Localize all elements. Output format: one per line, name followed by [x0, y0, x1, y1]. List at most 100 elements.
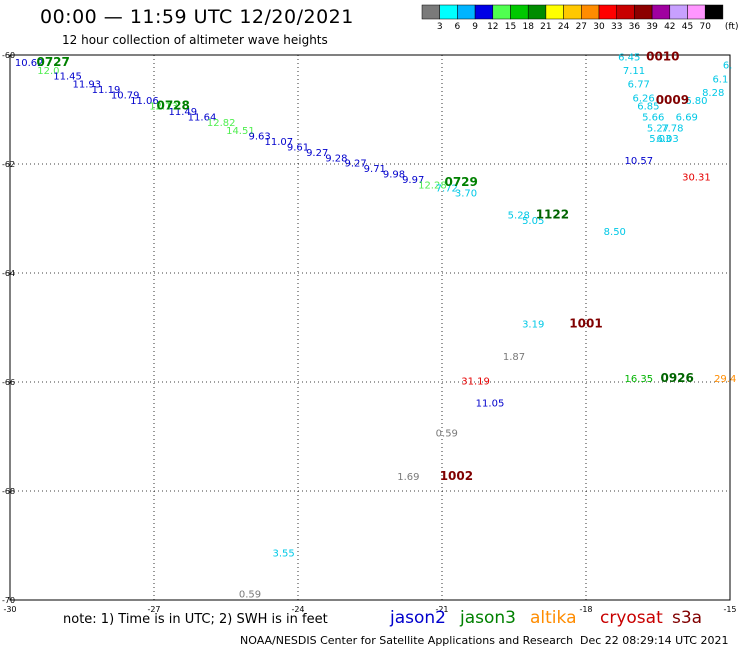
pass-time-label: 1001: [569, 317, 602, 331]
swh-value: 6.77: [628, 80, 650, 91]
colorbar-label: 33: [611, 22, 622, 32]
lat-tick-label: -70: [2, 596, 15, 605]
lon-tick-label: -21: [435, 605, 448, 614]
colorbar-label: 12: [487, 22, 498, 32]
colorbar-label: 30: [593, 22, 605, 32]
lat-tick-label: -66: [2, 378, 15, 387]
colorbar-label: 45: [682, 22, 693, 32]
swh-value: 11.64: [188, 112, 217, 123]
pass-time-label: 0729: [444, 175, 477, 189]
swh-value: 11.19: [92, 85, 121, 96]
swh-value: 9.98: [383, 170, 405, 181]
swh-value: 7.72: [436, 183, 458, 194]
colorbar-label: 18: [522, 22, 534, 32]
swh-value: 6.26: [632, 93, 654, 104]
colorbar-label: 6: [455, 22, 461, 32]
pass-time-label: 0010: [646, 49, 679, 63]
swh-value: 6.: [723, 61, 733, 72]
legend-altika: altika: [530, 608, 577, 628]
swh-value: 3.55: [272, 548, 294, 559]
swh-value: 5.05: [522, 216, 544, 227]
swh-value: 6.85: [637, 102, 659, 113]
footer-timestamp: Dec 22 08:29:14 UTC 2021: [580, 634, 729, 647]
swh-value: 5.28: [508, 211, 530, 222]
lat-tick-label: -68: [2, 487, 15, 496]
pass-time-label: 0728: [156, 99, 189, 113]
swh-value: 29.4: [714, 374, 736, 385]
swh-value: 3.19: [522, 320, 544, 331]
legend-s3a: s3a: [672, 608, 703, 628]
map-frame: [9, 54, 731, 601]
lat-tick-label: -60: [2, 51, 15, 60]
swh-value: 10.62: [15, 58, 44, 69]
swh-value: 9.61: [287, 142, 309, 153]
pass-time-label: 1002: [440, 469, 473, 483]
swh-value: 11.93: [72, 80, 101, 91]
lon-tick-label: -30: [3, 605, 16, 614]
swh-value: 16.35: [624, 374, 653, 385]
swh-value: 30.31: [682, 172, 711, 183]
swh-value: 10.57: [624, 156, 653, 167]
swh-value: 8.50: [604, 227, 626, 238]
legend-note: note: 1) Time is in UTC; 2) SWH is in fe…: [63, 612, 328, 627]
swh-value: 12.82: [207, 118, 236, 129]
lon-tick-label: -18: [579, 605, 592, 614]
swh-value: 6.45: [618, 52, 640, 63]
swh-value: 10.79: [111, 91, 140, 102]
colorbar-label: 21: [540, 22, 551, 32]
legend-jason2: jason2: [390, 608, 446, 628]
swh-value: 3.70: [455, 189, 477, 200]
swh-value: 1.87: [503, 352, 525, 363]
pass-time-label: 0727: [36, 55, 69, 69]
swh-value: 7.11: [623, 66, 645, 77]
colorbar-label: 36: [629, 22, 641, 32]
swh-value: 11.05: [476, 399, 505, 410]
swh-value: 6.03: [656, 134, 678, 145]
swh-value: 9.28: [325, 153, 347, 164]
colorbar-label: 27: [576, 22, 587, 32]
colorbar: 3 6 9 12 15 18 21 24 27 30 33 36 39 42 45 70 (ft): [421, 4, 739, 32]
colorbar-label: 15: [505, 22, 516, 32]
map-subtitle: 12 hour collection of altimeter wave hei…: [62, 33, 328, 47]
swh-value: 11.07: [264, 137, 293, 148]
swh-value: 5.27: [647, 123, 669, 134]
swh-value: 6.69: [676, 112, 698, 123]
swh-value: 12.28: [418, 181, 447, 192]
swh-value: 5.03: [649, 134, 671, 145]
lat-tick-label: -62: [2, 160, 15, 169]
swh-value: 9.27: [306, 148, 328, 159]
swh-value: 6.80: [685, 96, 707, 107]
colorbar-swatch: [704, 4, 724, 20]
swh-value: 12.0: [37, 66, 59, 77]
swh-value: 9.63: [248, 131, 270, 142]
colorbar-label: 24: [558, 22, 570, 32]
lon-tick-label: -15: [723, 605, 736, 614]
pass-time-label: 1122: [536, 208, 569, 222]
swh-value: 0.59: [436, 429, 458, 440]
colorbar-label: 3: [437, 22, 443, 32]
legend-jason3: jason3: [460, 608, 516, 628]
swh-value: 5.66: [642, 112, 664, 123]
swh-value: 12.13: [149, 102, 178, 113]
swh-value: 0.59: [239, 589, 261, 600]
swh-value: 1.69: [397, 472, 419, 483]
pass-time-label: 0009: [656, 93, 689, 107]
swh-value: 7.78: [661, 123, 683, 134]
swh-value: 9.97: [402, 175, 424, 186]
colorbar-label: 9: [472, 22, 478, 32]
pass-time-label: 0926: [660, 371, 693, 385]
swh-value: 9.71: [364, 164, 386, 175]
swh-value: 11.49: [168, 107, 197, 118]
swh-value: 31.19: [461, 377, 490, 388]
legend-cryosat: cryosat: [600, 608, 663, 628]
lat-tick-label: -64: [2, 269, 15, 278]
colorbar-label: 42: [664, 22, 675, 32]
colorbar-unit: (ft): [725, 22, 739, 32]
lon-tick-label: -27: [147, 605, 160, 614]
swh-value: 11.45: [53, 72, 82, 83]
lon-tick-label: -24: [291, 605, 304, 614]
swh-value: 6.1: [712, 74, 728, 85]
swh-value: 11.06: [130, 96, 159, 107]
colorbar-label: 39: [646, 22, 658, 32]
